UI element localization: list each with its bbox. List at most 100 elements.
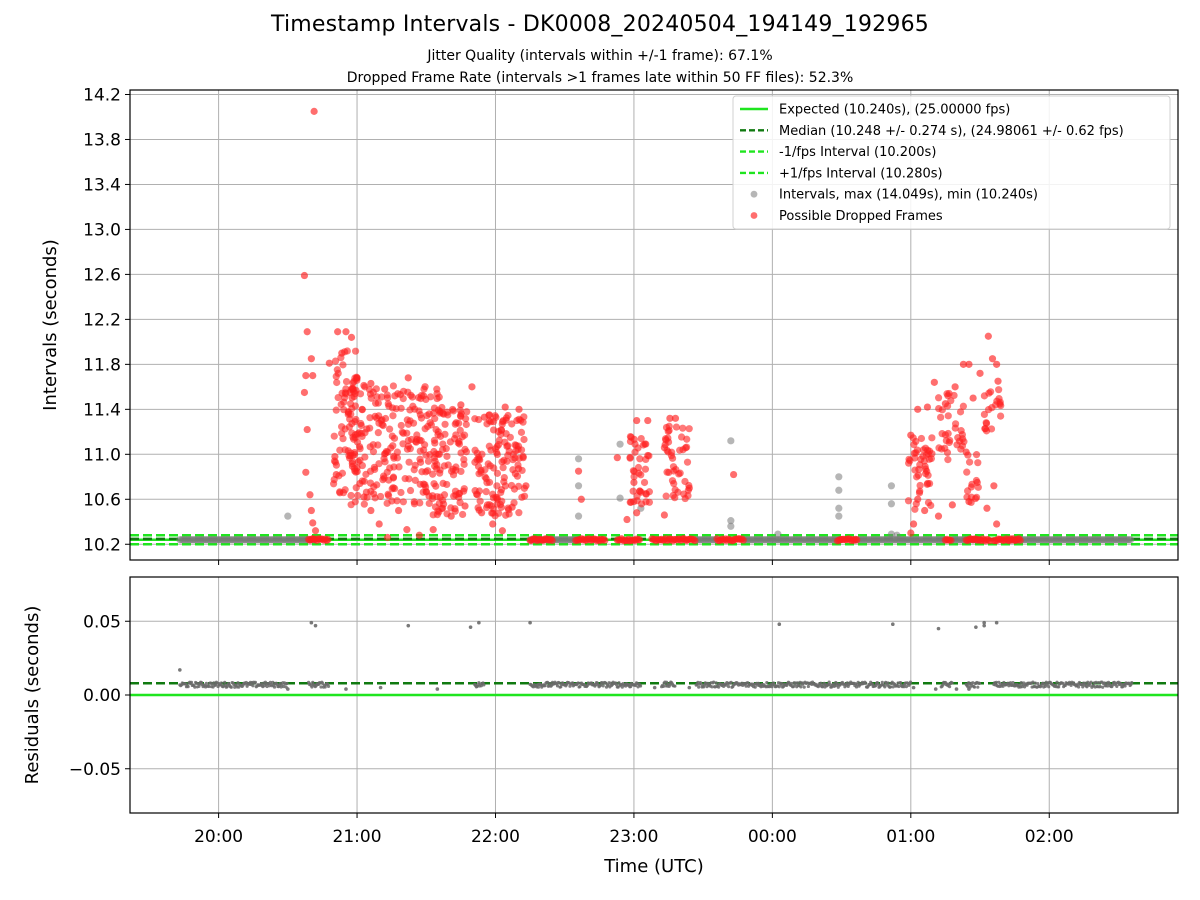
dropped-frame-point	[351, 417, 359, 426]
dropped-frame-point	[399, 440, 407, 448]
dropped-frame-point	[997, 401, 1005, 410]
dropped-frame-point	[959, 435, 967, 443]
dropped-frame-point	[497, 426, 506, 434]
dropped-frame-point	[640, 478, 649, 487]
interval-point	[774, 530, 782, 538]
dropped-frame-point	[476, 497, 484, 505]
dropped-frame-point	[921, 506, 929, 515]
dropped-frame-point	[408, 393, 416, 401]
dropped-frame-point	[679, 424, 687, 432]
y-tick-label: 13.4	[83, 175, 121, 195]
dropped-frame-point	[990, 482, 998, 490]
residual-point	[344, 687, 348, 691]
residual-point	[1055, 680, 1059, 684]
x-tick-label: 20:00	[194, 827, 243, 847]
x-tick-label: 23:00	[609, 827, 658, 847]
residual-point	[827, 680, 831, 684]
dropped-frame-point	[381, 385, 389, 393]
residual-point	[578, 685, 582, 689]
dropped-frame-point	[489, 509, 497, 517]
dropped-frame-point	[421, 425, 429, 433]
legend-intervals-swatch	[750, 190, 758, 198]
dropped-frame-point	[512, 441, 520, 450]
residual-point	[576, 681, 580, 685]
residual-point	[1102, 681, 1106, 685]
residual-point	[477, 620, 481, 625]
dropped-frame-point	[635, 536, 644, 544]
residual-point	[1008, 681, 1013, 685]
dropped-frame-point	[449, 407, 457, 415]
dropped-frame-point	[403, 445, 412, 453]
dropped-frame-point	[461, 502, 469, 510]
dropped-frame-point	[660, 511, 668, 519]
dropped-frame-point	[976, 369, 984, 377]
dropped-frame-point	[943, 390, 951, 398]
bottom-y-axis-label: Residuals (seconds)	[22, 606, 43, 785]
dropped-frame-point	[681, 477, 689, 486]
residual-point	[229, 685, 233, 689]
dropped-frame-point	[634, 444, 642, 452]
dropped-frame-point	[332, 372, 340, 381]
residual-point	[1106, 684, 1110, 688]
dropped-frame-point	[641, 465, 650, 473]
residual-point	[717, 685, 721, 689]
legend-entry-label: -1/fps Interval (10.200s)	[779, 145, 936, 160]
residual-point	[982, 620, 986, 625]
dropped-frame-point	[406, 486, 415, 495]
dropped-frame-point	[371, 465, 379, 473]
dropped-frame-point	[394, 506, 403, 515]
dropped-frame-point	[422, 488, 430, 496]
dropped-frame-point	[324, 535, 332, 544]
interval-point	[727, 517, 735, 525]
residual-point	[1057, 685, 1061, 689]
dropped-frame-point	[508, 503, 516, 511]
dropped-frame-point	[391, 484, 399, 493]
residual-point	[1033, 681, 1038, 685]
dropped-frame-point	[357, 421, 365, 430]
dropped-frame-point	[455, 440, 464, 448]
residual-point	[790, 681, 794, 686]
residual-point	[189, 680, 194, 684]
residual-point	[994, 680, 998, 684]
dropped-frame-point	[302, 468, 310, 476]
dropped-frame-point	[432, 482, 440, 490]
dropped-frame-point	[451, 435, 459, 443]
dropped-frame-point	[386, 425, 394, 433]
dropped-frame-point	[642, 490, 650, 498]
dropped-frame-point	[395, 463, 403, 471]
dropped-frame-point	[489, 520, 497, 528]
dropped-frame-point	[922, 465, 930, 473]
dropped-frame-point	[995, 386, 1003, 394]
dropped-frame-point	[499, 464, 507, 472]
dropped-frame-point	[907, 529, 915, 537]
interval-point	[616, 494, 624, 502]
residual-point	[1094, 680, 1098, 684]
dropped-frame-point	[419, 392, 428, 400]
dropped-frame-point	[303, 425, 311, 434]
residual-point	[954, 687, 959, 691]
dropped-frame-point	[917, 434, 926, 443]
residual-point	[712, 680, 716, 684]
dropped-frame-point	[341, 446, 349, 454]
residual-point	[806, 684, 810, 689]
dropped-frame-point	[372, 385, 380, 393]
dropped-frame-point	[356, 390, 365, 398]
dropped-frame-point	[450, 492, 458, 500]
dropped-frame-point	[912, 437, 920, 446]
top-plot-frame	[129, 89, 1179, 561]
residual-point	[614, 683, 619, 687]
chart-subtitle-jitter: Jitter Quality (intervals within +/-1 fr…	[427, 48, 773, 64]
dropped-frame-point	[410, 498, 418, 506]
dropped-frame-point	[347, 400, 355, 408]
residual-point	[271, 680, 275, 684]
dropped-frame-point	[500, 456, 508, 464]
dropped-frame-point	[911, 466, 919, 474]
dropped-frame-point	[480, 413, 489, 421]
dropped-frame-point	[333, 378, 341, 387]
interval-point	[574, 455, 583, 463]
dropped-frame-point	[928, 434, 936, 442]
dropped-frame-point	[381, 458, 389, 466]
dropped-frame-point	[671, 414, 680, 422]
legend: Expected (10.240s), (25.00000 fps) Median…	[732, 95, 1171, 230]
dropped-frame-point	[367, 506, 375, 515]
